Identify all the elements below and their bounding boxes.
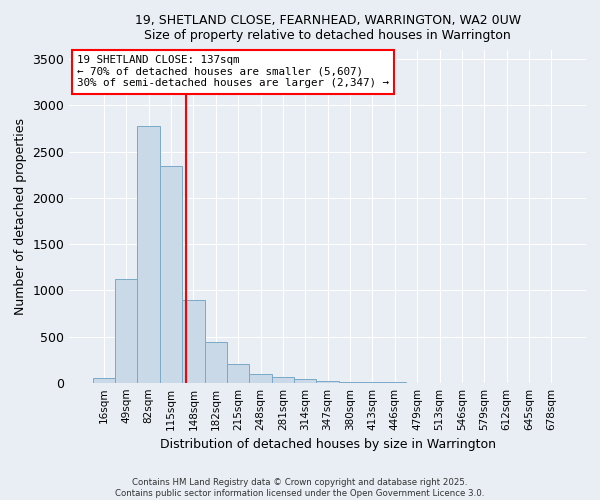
Bar xyxy=(250,374,272,383)
Bar xyxy=(227,364,250,383)
Bar xyxy=(137,126,160,383)
Bar xyxy=(339,382,361,383)
Title: 19, SHETLAND CLOSE, FEARNHEAD, WARRINGTON, WA2 0UW
Size of property relative to : 19, SHETLAND CLOSE, FEARNHEAD, WARRINGTO… xyxy=(134,14,521,42)
Bar xyxy=(160,166,182,383)
Bar xyxy=(182,300,205,383)
X-axis label: Distribution of detached houses by size in Warrington: Distribution of detached houses by size … xyxy=(160,438,496,451)
Bar xyxy=(92,378,115,383)
Bar xyxy=(205,342,227,383)
Text: Contains HM Land Registry data © Crown copyright and database right 2025.
Contai: Contains HM Land Registry data © Crown c… xyxy=(115,478,485,498)
Text: 19 SHETLAND CLOSE: 137sqm
← 70% of detached houses are smaller (5,607)
30% of se: 19 SHETLAND CLOSE: 137sqm ← 70% of detac… xyxy=(77,55,389,88)
Bar xyxy=(115,280,137,383)
Bar xyxy=(361,382,383,383)
Y-axis label: Number of detached properties: Number of detached properties xyxy=(14,118,27,315)
Bar xyxy=(316,381,339,383)
Bar xyxy=(294,379,316,383)
Bar xyxy=(272,377,294,383)
